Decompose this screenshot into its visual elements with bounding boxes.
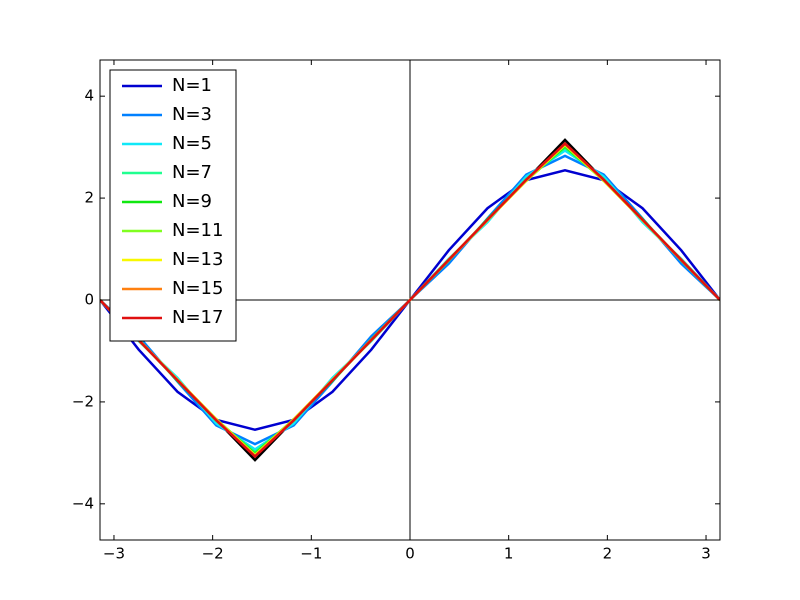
legend-label: N=1	[172, 75, 212, 96]
legend-label: N=13	[172, 249, 223, 270]
x-tick-label: −2	[202, 545, 224, 563]
legend-label: N=9	[172, 191, 212, 212]
legend-label: N=17	[172, 307, 223, 328]
x-tick-label: 1	[504, 545, 514, 563]
series-line	[100, 141, 720, 459]
x-tick-label: 2	[603, 545, 613, 563]
legend-label: N=7	[172, 162, 212, 183]
legend-label: N=11	[172, 220, 223, 241]
legend-label: N=5	[172, 133, 212, 154]
y-tick-label: −2	[72, 392, 94, 410]
legend: N=1 N=3 N=5 N=7 N=9 N=11 N=13 N=15 N=17	[109, 69, 237, 342]
y-tick-label: 4	[84, 87, 94, 105]
x-tick-label: 0	[405, 545, 415, 563]
x-tick-label: −1	[300, 545, 322, 563]
legend-label: N=3	[172, 104, 212, 125]
legend-label: N=15	[172, 278, 223, 299]
y-tick-label: 0	[84, 291, 94, 309]
y-tick-label: 2	[84, 189, 94, 207]
x-tick-label: 3	[701, 545, 711, 563]
x-tick-label: −3	[103, 545, 125, 563]
y-tick-label: −4	[72, 494, 94, 512]
